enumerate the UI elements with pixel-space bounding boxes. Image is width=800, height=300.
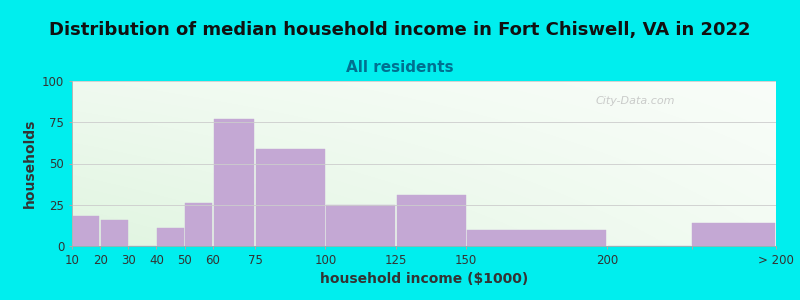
X-axis label: household income ($1000): household income ($1000): [320, 272, 528, 286]
Y-axis label: households: households: [22, 119, 37, 208]
Bar: [101, 220, 128, 246]
Bar: [692, 223, 775, 246]
Bar: [467, 230, 606, 246]
Bar: [256, 148, 325, 246]
Bar: [397, 195, 466, 246]
Bar: [157, 228, 184, 246]
Text: Distribution of median household income in Fort Chiswell, VA in 2022: Distribution of median household income …: [50, 21, 750, 39]
Text: All residents: All residents: [346, 60, 454, 75]
Text: City-Data.com: City-Data.com: [595, 96, 675, 106]
Bar: [214, 119, 254, 246]
Bar: [326, 205, 395, 246]
Bar: [186, 203, 212, 246]
Bar: [73, 216, 99, 246]
